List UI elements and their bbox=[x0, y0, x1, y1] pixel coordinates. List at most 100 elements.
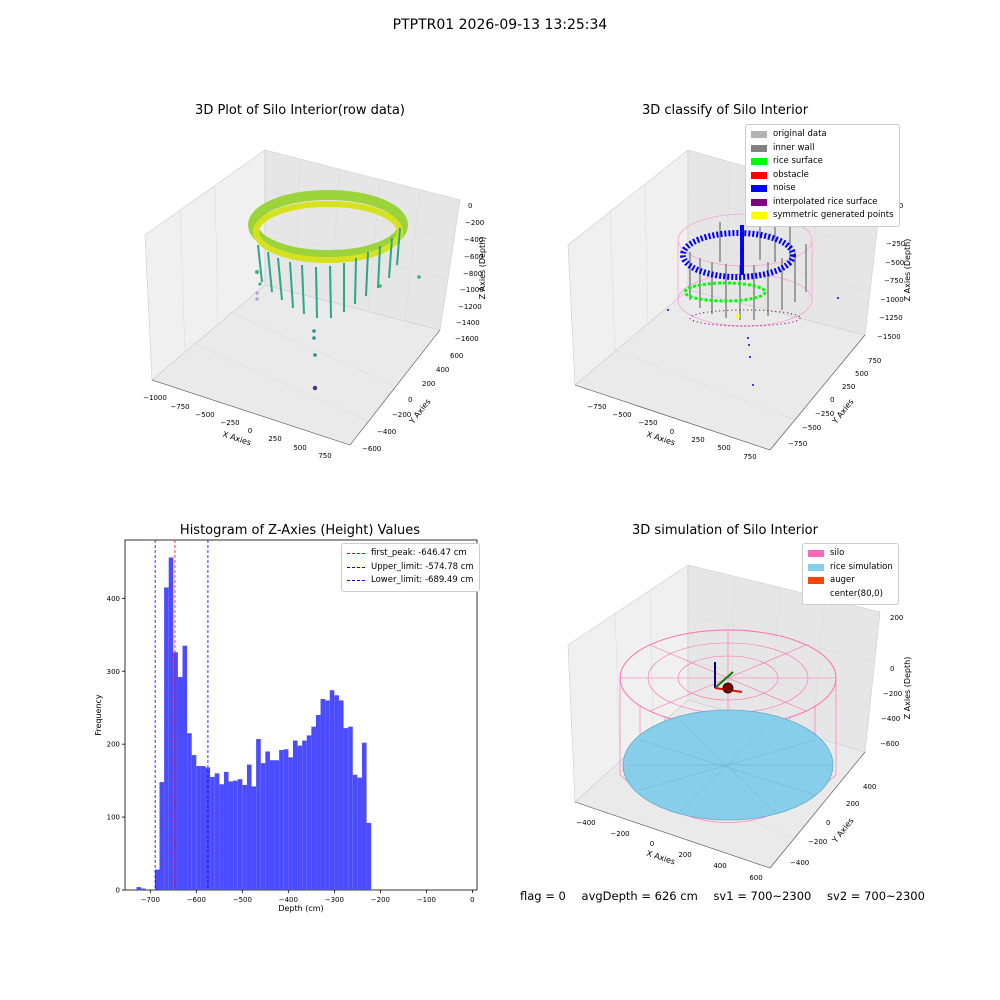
chart1-ztick: −800 bbox=[463, 270, 482, 278]
histogram-bar bbox=[338, 700, 344, 890]
sv2-text: sv2 = 700~2300 bbox=[827, 889, 925, 903]
chart1-ztick: −600 bbox=[464, 253, 483, 261]
chart2-ztick: −250 bbox=[886, 240, 905, 248]
chart1-xtick: −750 bbox=[170, 403, 189, 411]
chart2-ztick: −1250 bbox=[879, 314, 903, 322]
histogram-bar bbox=[154, 869, 160, 890]
chart1-xtick: −1000 bbox=[143, 394, 167, 402]
histogram-bar bbox=[237, 779, 243, 890]
chart2-scatter-cloud bbox=[667, 213, 839, 386]
sv1-text: sv1 = 700~2300 bbox=[713, 889, 812, 903]
histogram-bar bbox=[297, 745, 303, 890]
histogram-bar bbox=[329, 690, 335, 890]
x-tick-label: −100 bbox=[417, 896, 436, 904]
histogram-bar bbox=[223, 771, 229, 890]
chart4-ytick: 200 bbox=[846, 800, 859, 808]
chart2-ytick: 750 bbox=[868, 357, 881, 365]
chart1-ztick: −1400 bbox=[456, 319, 480, 327]
chart4-ztick: −600 bbox=[880, 740, 899, 748]
legend-swatch bbox=[751, 171, 767, 179]
x-tick-label: −400 bbox=[279, 896, 298, 904]
legend-item: original data bbox=[751, 128, 894, 142]
chart4-xtick: 0 bbox=[650, 840, 654, 848]
chart3-legend: first_peak: -646.47 cm Upper_limit: -574… bbox=[341, 543, 480, 592]
chart3-bars bbox=[136, 557, 372, 890]
legend-item: first_peak: -646.47 cm bbox=[347, 547, 474, 561]
chart4-xtick: 200 bbox=[678, 851, 691, 859]
chart3-xlabel: Depth (cm) bbox=[278, 904, 323, 913]
chart2-noise-band bbox=[680, 230, 796, 280]
x-tick-label: −600 bbox=[187, 896, 206, 904]
chart2-zlabel: Z Axies (Depth) bbox=[903, 239, 912, 302]
chart1-xtick: 500 bbox=[293, 444, 306, 452]
chart3-title: Histogram of Z-Axies (Height) Values bbox=[179, 523, 421, 538]
histogram-bar bbox=[214, 773, 220, 890]
histogram-bar bbox=[306, 735, 312, 890]
legend-swatch bbox=[751, 185, 767, 193]
histogram-bar bbox=[168, 557, 174, 890]
chart1-xtick: 0 bbox=[248, 427, 252, 435]
avg-depth-text: avgDepth = 626 cm bbox=[581, 889, 698, 903]
legend-item: symmetric generated points bbox=[751, 209, 894, 223]
chart1-ytick: −200 bbox=[392, 411, 411, 419]
chart4-xtick: 600 bbox=[749, 874, 762, 882]
histogram-bar bbox=[182, 645, 188, 890]
chart3-plot: −700 −600 −500 −400 −300 −200 −100 0 0 100 200 300… bbox=[94, 539, 478, 913]
legend-swatch bbox=[808, 563, 824, 571]
chart1-xtick: −250 bbox=[220, 419, 239, 427]
legend-line bbox=[347, 553, 365, 555]
chart4-zlabel: Z Axies (Depth) bbox=[903, 657, 912, 720]
chart2-title: 3D classify of Silo Interior bbox=[641, 103, 809, 118]
chart2-xtick: 750 bbox=[743, 453, 756, 461]
legend-swatch bbox=[808, 577, 824, 585]
chart4-xtick: −200 bbox=[610, 830, 629, 838]
figure-title: PTPTR01 2026-09-13 13:25:34 bbox=[392, 17, 608, 33]
histogram-bar bbox=[315, 715, 321, 890]
legend-item: silo bbox=[808, 547, 893, 561]
legend-item: auger bbox=[808, 574, 893, 588]
histogram-bar bbox=[200, 766, 206, 890]
y-tick-label: 300 bbox=[107, 668, 120, 676]
chart2-xtick: 500 bbox=[717, 444, 730, 452]
histogram-bar bbox=[256, 739, 261, 890]
chart1-ztick: −1200 bbox=[458, 303, 482, 311]
y-tick-label: 100 bbox=[107, 814, 120, 822]
legend-swatch bbox=[808, 590, 824, 598]
legend-item: center(80,0) bbox=[808, 588, 893, 602]
flag-text: flag = 0 bbox=[520, 889, 566, 903]
x-tick-label: −500 bbox=[233, 896, 252, 904]
chart4-xtick: 400 bbox=[713, 862, 726, 870]
chart2-ytick: 0 bbox=[830, 396, 834, 404]
chart2-ytick: 500 bbox=[855, 370, 868, 378]
histogram-bar bbox=[283, 749, 289, 890]
chart2-ytick: −250 bbox=[815, 410, 834, 418]
chart4-silo-model bbox=[619, 629, 837, 823]
histogram-bar bbox=[242, 785, 247, 890]
chart4-title: 3D simulation of Silo Interior bbox=[632, 523, 818, 538]
histogram-bar bbox=[164, 587, 169, 890]
legend-swatch bbox=[751, 212, 767, 220]
histogram-bar bbox=[219, 784, 224, 890]
legend-item: rice simulation bbox=[808, 561, 893, 575]
chart4-ytick: −400 bbox=[790, 859, 809, 867]
x-tick-label: −200 bbox=[371, 896, 390, 904]
chart2-xtick: 0 bbox=[670, 428, 674, 436]
legend-line bbox=[347, 566, 365, 568]
histogram-bar bbox=[228, 781, 234, 890]
legend-swatch bbox=[751, 144, 767, 152]
histogram-bar bbox=[136, 887, 142, 890]
chart1-ytick: −400 bbox=[377, 428, 396, 436]
chart3-ref-lines bbox=[154, 540, 209, 890]
chart4-ylabel: Y Axies bbox=[830, 816, 856, 845]
chart1-ytick: 200 bbox=[422, 380, 435, 388]
chart2-ztick: −500 bbox=[885, 259, 904, 267]
chart4-ztick: 200 bbox=[890, 614, 903, 622]
chart2-interp-rice bbox=[689, 309, 801, 327]
legend-item: inner wall bbox=[751, 142, 894, 156]
chart1-ztick: −200 bbox=[465, 219, 484, 227]
histogram-bar bbox=[233, 780, 238, 890]
histogram-bar bbox=[173, 652, 178, 890]
chart1-wall-streaks bbox=[257, 227, 401, 319]
x-tick-label: −300 bbox=[325, 896, 344, 904]
auger-center-marker bbox=[722, 682, 734, 694]
